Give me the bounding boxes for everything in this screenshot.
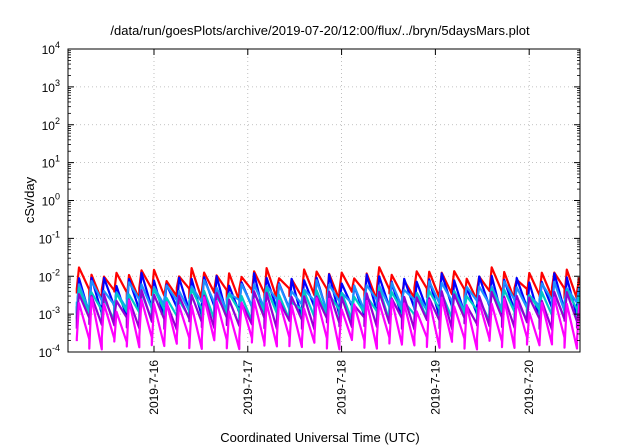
y-tick-label: 101 bbox=[42, 154, 60, 171]
y-tick-label: 10-3 bbox=[39, 305, 60, 322]
y-tick-label: 10-1 bbox=[39, 229, 60, 246]
y-tick-label: 100 bbox=[42, 192, 60, 209]
y-tick-label: 10-2 bbox=[39, 267, 60, 284]
x-tick-label: 2019-7-20 bbox=[522, 360, 536, 415]
chart-title: /data/run/goesPlots/archive/2019-07-20/1… bbox=[110, 23, 530, 38]
y-tick-exponent: -2 bbox=[52, 267, 60, 277]
y-tick-label: 102 bbox=[42, 116, 60, 133]
y-tick-exponent: 1 bbox=[55, 154, 60, 164]
y-tick-exponent: 2 bbox=[55, 116, 60, 126]
y-axis-label: cSv/day bbox=[22, 176, 37, 223]
y-tick-exponent: -4 bbox=[52, 343, 60, 353]
y-tick-label: 103 bbox=[42, 78, 60, 95]
ticks: 10-410-310-210-11001011021031042019-7-16… bbox=[39, 40, 580, 415]
series-line bbox=[75, 289, 581, 331]
x-tick-label: 2019-7-18 bbox=[335, 360, 349, 415]
y-tick-exponent: 3 bbox=[55, 78, 60, 88]
series-line bbox=[75, 296, 581, 351]
x-axis-label: Coordinated Universal Time (UTC) bbox=[220, 430, 419, 445]
y-tick-exponent: -3 bbox=[52, 305, 60, 315]
y-tick-label: 10-4 bbox=[39, 343, 60, 360]
y-tick-exponent: -1 bbox=[52, 229, 60, 239]
x-tick-label: 2019-7-19 bbox=[428, 360, 442, 415]
x-tick-label: 2019-7-16 bbox=[147, 360, 161, 415]
y-tick-exponent: 0 bbox=[55, 192, 60, 202]
y-tick-exponent: 4 bbox=[55, 40, 60, 50]
x-tick-label: 2019-7-17 bbox=[241, 360, 255, 415]
y-tick-label: 104 bbox=[42, 40, 60, 57]
series-group bbox=[75, 266, 581, 351]
